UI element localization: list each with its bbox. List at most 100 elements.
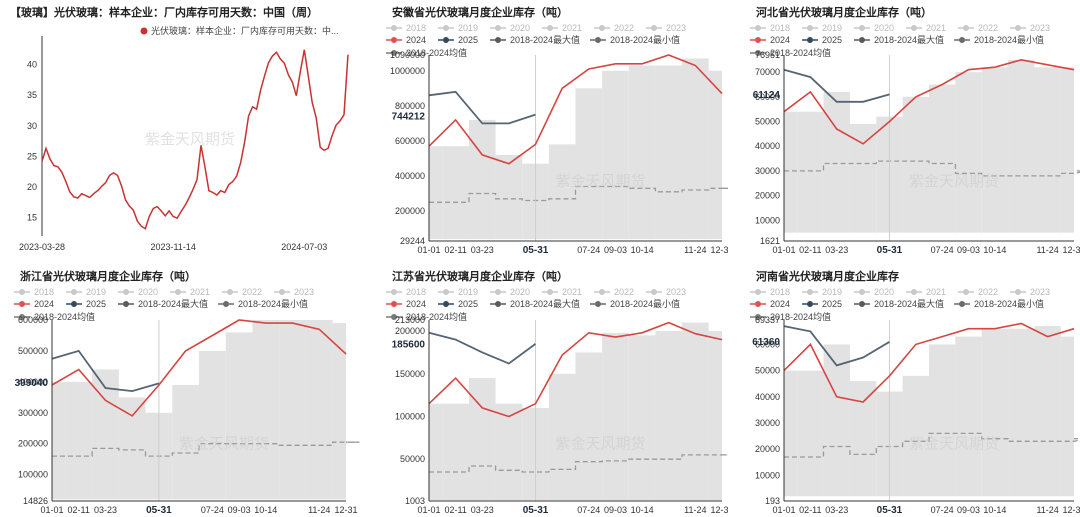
max-range-bar	[628, 65, 656, 241]
chart-svg-0: 【玻璃】光伏玻璃：样本企业：厂内库存可用天数：中国（周） 光伏玻璃：样本企业：厂内…	[10, 5, 349, 252]
legend-marker	[391, 37, 397, 43]
x-tick-label: 05-31	[877, 505, 903, 516]
watermark: 紫金天风期货	[909, 436, 999, 453]
legend-marker	[71, 301, 77, 307]
x-tick-label: 02-11	[799, 245, 821, 255]
y-tick-label: 300000	[18, 408, 48, 418]
x-tick-label: 12-31	[1062, 505, 1080, 515]
max-range-bar	[305, 320, 333, 501]
min-range-bar	[902, 232, 929, 241]
max-range-bar	[575, 352, 603, 501]
max-range-bar	[1034, 67, 1061, 241]
legend-entry: 2019	[458, 23, 478, 33]
max-range-bar	[628, 335, 656, 501]
y-tick-label: 1621	[760, 236, 780, 246]
legend-entry: 2018-2024最小值	[974, 34, 1044, 45]
watermark: 紫金天风期货	[909, 173, 999, 190]
max-range-bar	[495, 403, 523, 501]
legend-marker	[807, 289, 813, 295]
x-tick-label: 11-24	[1036, 245, 1058, 255]
watermark: 紫金天风期货	[179, 436, 269, 453]
max-range-bar	[172, 384, 199, 501]
max-range-bar	[92, 369, 119, 501]
legend-marker	[651, 25, 657, 31]
max-range-bar	[252, 320, 280, 501]
y-tick-label: 40000	[755, 392, 780, 402]
x-tick-label: 09-03	[604, 245, 627, 255]
legend-marker	[19, 301, 25, 307]
y-tick-label: 29244	[400, 236, 425, 246]
legend-entry: 2018-2024均值	[406, 311, 467, 322]
x-tick-label: 11-24	[684, 245, 706, 255]
legend-entry: 2018	[406, 287, 426, 297]
y-tick-label: 200000	[395, 206, 425, 216]
chart-panel-1: 安徽省光伏玻璃月度企业库存（吨） 2018 2019 2020 2021 2022 2023…	[372, 0, 728, 262]
min-range-bar	[797, 496, 824, 501]
min-range-bar	[1060, 232, 1074, 241]
avg-line	[52, 441, 360, 457]
legend-marker	[959, 37, 965, 43]
y-tick-label: 1003	[405, 496, 425, 506]
legend-entry: 2019	[86, 287, 106, 297]
legend-entry: 2018-2024最小值	[610, 298, 680, 309]
chart-svg-2: 河北省光伏玻璃月度企业库存（吨） 2018 2019 2020 2021 2022 2023…	[750, 5, 1080, 256]
chart-title: 【玻璃】光伏玻璃：样本企业：厂内库存可用天数：中国（周）	[10, 5, 318, 19]
x-tick-label: 03-23	[825, 505, 848, 515]
legend-entry: 2024	[770, 299, 790, 309]
series-2024-line	[428, 321, 723, 418]
chart-panel-3: 浙江省光伏玻璃月度企业库存（吨） 2018 2019 2020 2021 2022 2023…	[0, 264, 360, 517]
y-tick-label: 15	[27, 213, 37, 223]
y-tick-label: 25	[27, 151, 37, 161]
y-tick-label: 500000	[18, 346, 48, 356]
legend-entry: 2018-2024最大值	[510, 34, 580, 45]
max-range-bar	[823, 344, 850, 501]
x-tick-label: 12-31	[710, 245, 728, 255]
y-tick-label: 100000	[18, 470, 48, 480]
legend-entry: 2018	[770, 287, 790, 297]
max-range-bar	[575, 88, 603, 242]
current-value-label: 399040	[15, 378, 49, 389]
avg-line	[784, 432, 1080, 458]
legend-entry: 2018-2024最小值	[974, 298, 1044, 309]
legend-marker	[391, 25, 397, 31]
legend-marker	[755, 37, 761, 43]
max-range-bar	[682, 322, 709, 501]
min-range-bar	[52, 499, 66, 501]
legend-entry: 2022	[978, 23, 998, 33]
max-range-bar	[199, 350, 226, 501]
series-2025-line	[428, 90, 536, 125]
min-range-bar	[305, 499, 333, 501]
x-tick-label: 10-14	[983, 505, 1006, 515]
legend-entry: 2020	[510, 287, 530, 297]
x-tick-label: 09-03	[228, 505, 251, 515]
y-tick-label: 40000	[755, 141, 780, 151]
max-range-bar	[429, 403, 443, 501]
current-value-label: 185600	[392, 339, 426, 350]
max-range-bar	[955, 336, 982, 501]
min-range-bar	[655, 239, 683, 241]
min-range-bar	[279, 499, 306, 501]
min-range-bar	[929, 496, 956, 501]
x-tick-label: 12-31	[334, 505, 357, 515]
y-tick-label: 40	[27, 60, 37, 70]
y-tick-label: 60000	[755, 339, 780, 349]
max-range-bar	[548, 144, 576, 241]
min-range-bar	[1060, 496, 1074, 501]
legend-marker	[227, 289, 233, 295]
max-range-bar	[655, 65, 683, 241]
legend-entry: 2023	[1030, 23, 1050, 33]
legend-entry: 2025	[86, 299, 106, 309]
legend-entry: 2018	[406, 23, 426, 33]
legend-entry: 2023	[294, 287, 314, 297]
min-range-bar	[442, 239, 469, 241]
x-tick-label: 07-24	[931, 505, 954, 515]
max-range-bar	[602, 70, 629, 242]
max-range-bar	[708, 331, 722, 501]
legend-marker	[755, 50, 761, 56]
avg-line	[429, 454, 728, 473]
legend-entry: 2024	[770, 35, 790, 45]
series-2025-line	[783, 325, 890, 367]
x-tick-label: 2024-07-03	[281, 242, 327, 252]
current-value-label: 744212	[392, 112, 426, 123]
series-2024-line	[783, 322, 1075, 403]
